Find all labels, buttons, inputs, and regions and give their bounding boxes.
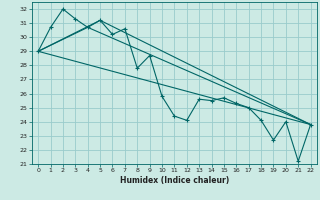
- X-axis label: Humidex (Indice chaleur): Humidex (Indice chaleur): [120, 176, 229, 185]
